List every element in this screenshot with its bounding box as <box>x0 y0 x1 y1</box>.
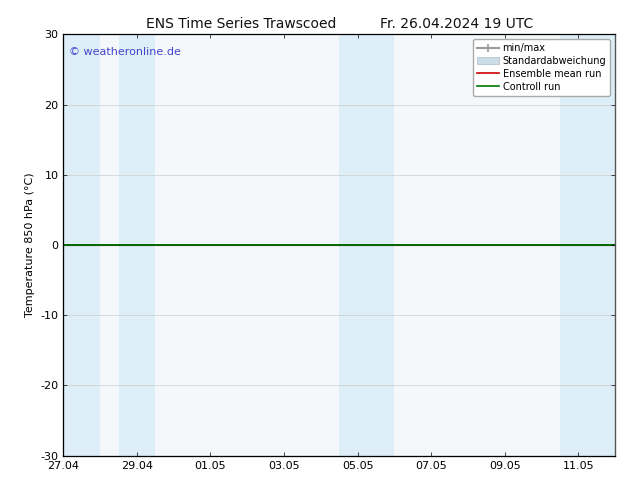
Bar <box>63 34 100 456</box>
Bar <box>560 34 615 456</box>
Legend: min/max, Standardabweichung, Ensemble mean run, Controll run: min/max, Standardabweichung, Ensemble me… <box>474 39 610 96</box>
Text: © weatheronline.de: © weatheronline.de <box>69 47 181 57</box>
Bar <box>339 34 394 456</box>
Bar <box>119 34 155 456</box>
Text: Fr. 26.04.2024 19 UTC: Fr. 26.04.2024 19 UTC <box>380 17 533 31</box>
Text: ENS Time Series Trawscoed: ENS Time Series Trawscoed <box>146 17 336 31</box>
Y-axis label: Temperature 850 hPa (°C): Temperature 850 hPa (°C) <box>25 172 35 318</box>
